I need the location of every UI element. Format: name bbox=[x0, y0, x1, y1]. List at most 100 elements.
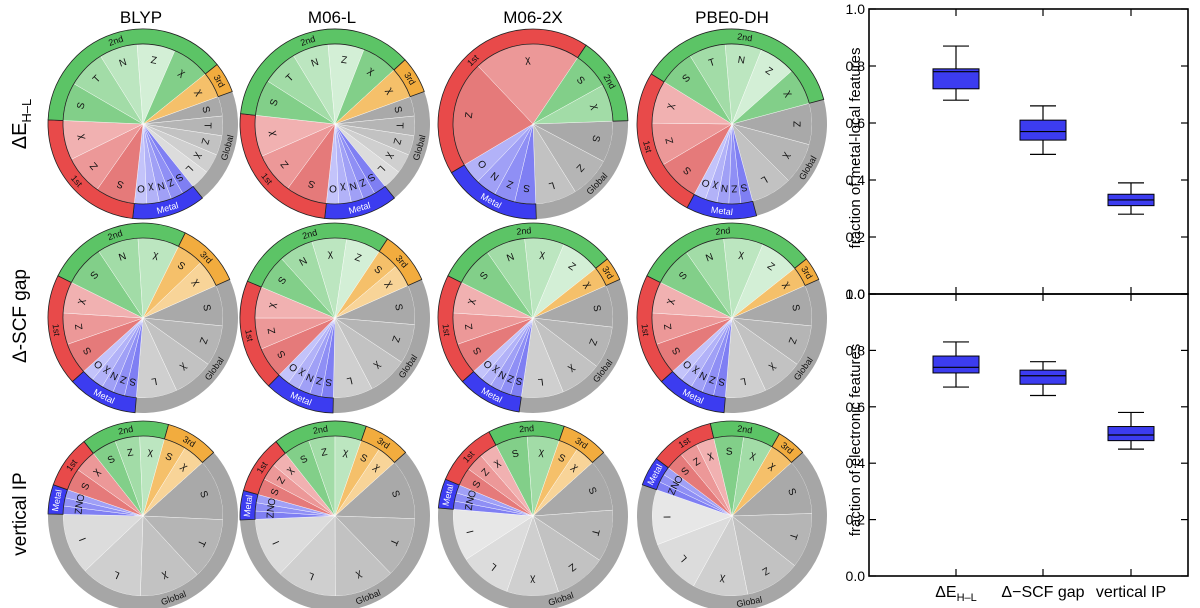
wedge-label: Z bbox=[786, 336, 798, 346]
wedge-label: Z bbox=[506, 372, 516, 384]
ring-3rd bbox=[360, 425, 407, 464]
wedge-label: Z bbox=[357, 176, 367, 189]
wedge-label: S bbox=[275, 348, 288, 360]
wedge-label: χ bbox=[339, 182, 346, 194]
wedge-label: S bbox=[391, 105, 403, 114]
wedge-label: Z bbox=[763, 65, 774, 78]
box-1 bbox=[1019, 119, 1067, 141]
ring-label-1st: 1st bbox=[51, 323, 63, 337]
wedge-label: S bbox=[726, 446, 733, 457]
wedge-label: χ bbox=[539, 249, 547, 261]
wedge-label: T bbox=[387, 537, 400, 547]
ring-label-2nd: 2nd bbox=[737, 31, 753, 43]
wedge-label: Z bbox=[88, 160, 100, 172]
ring-3rd bbox=[393, 59, 425, 98]
wedge-label: N bbox=[720, 182, 728, 194]
wedge-global-0 bbox=[142, 462, 224, 520]
wedge-label: χ bbox=[749, 450, 758, 462]
column-title-blyp: BLYP bbox=[120, 8, 162, 27]
ring-global bbox=[437, 452, 628, 608]
ring-global bbox=[724, 279, 828, 414]
ring-label-1st: 1st bbox=[641, 140, 654, 155]
wedge-label: S bbox=[306, 177, 317, 190]
wedge-label: L bbox=[375, 163, 387, 175]
ring-label-metal: Metal bbox=[710, 205, 733, 217]
wedge-label: S bbox=[739, 181, 748, 193]
wedge-label: χ bbox=[529, 574, 535, 585]
wedge-label: S bbox=[389, 489, 402, 499]
wedge-label: χ bbox=[492, 457, 503, 469]
wedge-global-2 bbox=[140, 515, 198, 597]
ring-3rd bbox=[595, 258, 621, 286]
wedge-label: N bbox=[348, 179, 358, 192]
ring-2nd bbox=[650, 28, 825, 104]
x-label-scf-gap: Δ−SCF gap bbox=[1001, 584, 1084, 601]
wedge-label: S bbox=[392, 303, 404, 312]
wedge-label: Z bbox=[664, 136, 676, 145]
wedge-label: Z bbox=[464, 504, 476, 512]
wedge-label: S bbox=[299, 453, 310, 466]
wedge-label: S bbox=[106, 454, 117, 467]
wedge-label: N bbox=[698, 369, 709, 382]
wedge-label: Z bbox=[340, 55, 348, 67]
ring-label-global: Global bbox=[736, 594, 763, 608]
wedge-label: χ bbox=[75, 297, 87, 306]
wedge-label: T bbox=[707, 57, 716, 69]
wedge-label: S bbox=[717, 375, 726, 387]
wedge-label: O bbox=[137, 182, 145, 193]
wedge-label: Z bbox=[198, 137, 210, 146]
wedge-label: S bbox=[75, 101, 88, 111]
wedge-label: Z bbox=[731, 182, 737, 193]
wedge-label: N bbox=[505, 252, 516, 265]
y-tick-label: 0.6 bbox=[846, 399, 866, 415]
wedge-label: χ bbox=[781, 151, 794, 162]
wedge-label: S bbox=[200, 304, 212, 313]
ring-3rd bbox=[794, 258, 820, 286]
ring-3rd bbox=[558, 425, 605, 464]
wedge-label: χ bbox=[384, 86, 397, 97]
wedge-label: S bbox=[115, 177, 125, 190]
wedge-label: L bbox=[345, 374, 353, 386]
column-title-m062x: M06-2X bbox=[503, 8, 563, 27]
boxplot-x-labels: ΔEH–L Δ−SCF gap vertical IP bbox=[935, 584, 1166, 604]
wedge-label: χ bbox=[582, 280, 595, 291]
wedge-label: N bbox=[310, 57, 320, 70]
wedge-label: Z bbox=[73, 508, 84, 515]
wedge-label: S bbox=[365, 170, 377, 183]
wedge-label: Z bbox=[708, 373, 717, 385]
wedge-label: Z bbox=[464, 111, 476, 119]
y-tick-label: 0.8 bbox=[846, 58, 866, 74]
boxplot-metal-local-ylabel: fraction of metal-local features bbox=[847, 48, 864, 249]
wedge-label: L bbox=[150, 375, 158, 387]
box-0 bbox=[932, 355, 980, 374]
wedge-label: Z bbox=[505, 178, 515, 190]
wedge-label: S bbox=[81, 345, 94, 357]
wedge-label: χ bbox=[569, 462, 581, 474]
wedge-label: S bbox=[789, 304, 801, 313]
wedge-label: χ bbox=[178, 361, 190, 373]
wedge-label: Z bbox=[480, 467, 492, 479]
wedge-label: χ bbox=[193, 88, 206, 99]
wedge-label: Z bbox=[165, 176, 175, 189]
wedge-label: Z bbox=[586, 337, 598, 347]
wedge-label: Z bbox=[266, 327, 278, 335]
ring-label-2nd: 2nd bbox=[516, 225, 532, 237]
boxplot-electronic: fraction of electronic features 0.0 0.2 0.… bbox=[846, 286, 1189, 584]
wedge-label: χ bbox=[465, 297, 477, 306]
ring-label-1st: 1st bbox=[441, 323, 453, 337]
wedge-label: Z bbox=[566, 561, 578, 573]
ring-3rd bbox=[164, 424, 215, 464]
ring-3rd bbox=[204, 63, 233, 98]
wedge-label: S bbox=[586, 486, 599, 497]
wedge-label: Z bbox=[791, 121, 802, 127]
wedge-label: N bbox=[118, 57, 128, 70]
wedge-label: χ bbox=[767, 361, 779, 373]
wedge-label: S bbox=[163, 451, 174, 464]
box-1 bbox=[1019, 369, 1067, 385]
wedge-label: N bbox=[156, 179, 166, 192]
wedge-label: S bbox=[590, 304, 602, 313]
